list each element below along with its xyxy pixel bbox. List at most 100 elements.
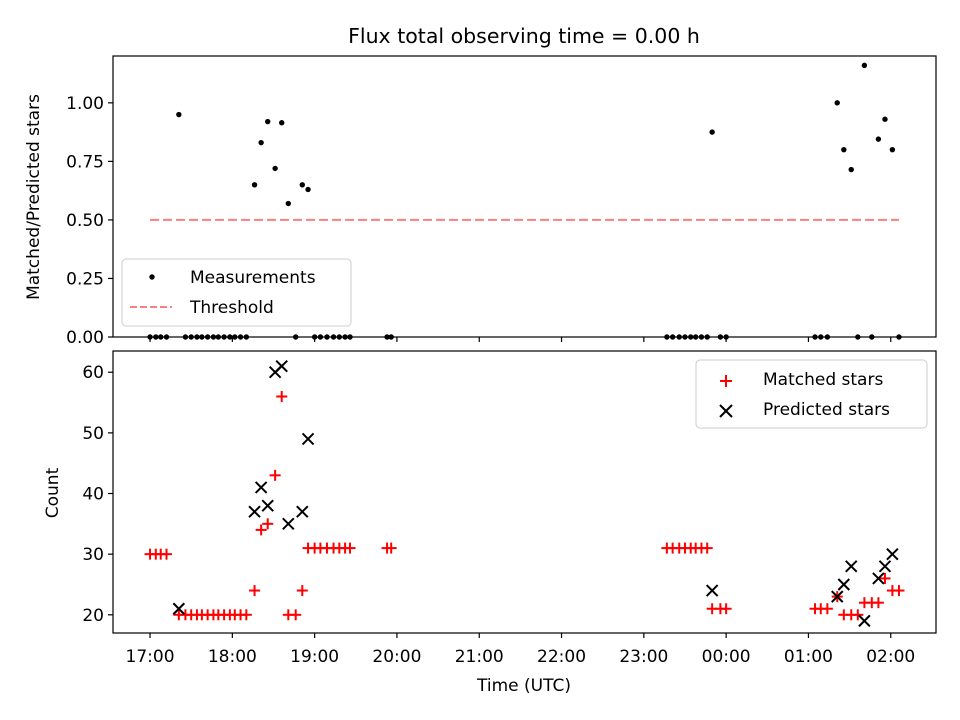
measurement-point (875, 136, 882, 142)
matched-star-point (290, 609, 302, 621)
measurement-point (824, 334, 831, 340)
predicted-star-point (282, 517, 295, 531)
measurement-point (311, 334, 318, 340)
matched-star-point (344, 542, 356, 554)
measurement-point (336, 334, 343, 340)
matched-star-point (255, 524, 267, 536)
measurement-point (204, 334, 211, 340)
count-xtick-label: 20:00 (372, 647, 421, 667)
measurements-series (147, 62, 902, 340)
measurement-point (163, 334, 170, 340)
matched-star-point (276, 390, 288, 402)
measurement-point (147, 334, 153, 340)
count-panel-x-axis: 17:00 18:00 19:00 20:00 21:00 22:00 23:00 00:00… (126, 633, 915, 667)
measurement-point (215, 334, 222, 340)
count-xtick-label: 19:00 (290, 647, 339, 667)
matched-star-point (240, 609, 252, 621)
measurement-point (669, 334, 676, 340)
ratio-panel-legend: Measurements Threshold (121, 258, 352, 327)
measurement-point (199, 334, 205, 340)
measurement-point (210, 334, 217, 340)
matched-star-point (852, 609, 864, 621)
measurement-point (232, 334, 238, 340)
measurement-point (243, 334, 250, 340)
predicted-star-point (886, 547, 899, 561)
count-xtick-label: 17:00 (126, 647, 175, 667)
count-panel-legend: Matched stars Predicted stars (695, 359, 928, 429)
predicted-star-point (705, 584, 719, 597)
count-xtick-label: 18:00 (208, 647, 257, 667)
predicted-star-point (872, 572, 885, 585)
measurement-point (188, 334, 194, 340)
matched-star-point (821, 603, 833, 615)
ratio-panel-y-axis: 0.00 0.25 0.50 0.75 1.00 (66, 94, 113, 348)
measurement-point (676, 334, 682, 340)
chart-title: Flux total observing time = 0.00 h (348, 24, 700, 48)
count-xtick-label: 00:00 (702, 647, 751, 667)
legend-matched-marker (720, 375, 732, 387)
count-panel-y-axis: 20 30 40 50 60 (82, 363, 113, 626)
ratio-panel: 0.00 0.25 0.50 0.75 1.00 Matched/Predicted s… (24, 55, 937, 348)
matched-star-point (701, 542, 713, 554)
ratio-ytick-label: 0.00 (66, 328, 104, 348)
predicted-star-point (172, 602, 186, 615)
legend-predicted-label: Predicted stars (763, 400, 890, 420)
measurement-point (834, 100, 840, 106)
measurement-point (841, 146, 847, 153)
measurement-point (723, 334, 729, 340)
predicted-star-point (845, 560, 858, 573)
measurement-point (305, 186, 311, 193)
measurement-point (237, 334, 244, 340)
legend-measurements-marker (149, 274, 155, 280)
count-ytick-label: 40 (82, 485, 104, 505)
measurement-point (272, 165, 278, 172)
predicted-star-point (261, 499, 274, 512)
measurement-point (384, 334, 390, 340)
measurement-point (176, 111, 182, 118)
measurement-point (717, 334, 724, 340)
ratio-ytick-label: 0.75 (66, 152, 104, 172)
measurement-point (258, 139, 264, 146)
count-ytick-label: 30 (82, 545, 104, 565)
measurement-point (347, 334, 353, 340)
predicted-star-point (248, 505, 261, 518)
predicted-star-point (878, 560, 892, 573)
count-ytick-label: 50 (82, 424, 104, 444)
measurement-point (861, 62, 868, 69)
count-panel-frame (112, 350, 937, 634)
ratio-panel-frame (112, 55, 937, 338)
predicted-star-point (275, 359, 288, 373)
measurement-point (317, 334, 324, 340)
legend-predicted-marker (719, 404, 733, 418)
measurement-point (889, 146, 896, 153)
matched-star-point (720, 603, 732, 615)
ratio-legend-box (121, 258, 352, 327)
count-legend-box (695, 359, 928, 429)
count-ytick-label: 20 (82, 606, 104, 626)
measurement-point (227, 334, 233, 340)
count-xtick-label: 02:00 (866, 647, 915, 667)
predicted-star-point (831, 590, 844, 603)
matched-star-point (893, 585, 905, 597)
measurement-point (682, 334, 688, 340)
measurement-point (293, 334, 299, 340)
predicted-star-point (296, 505, 309, 518)
measurement-point (251, 182, 258, 188)
measurement-point (818, 334, 824, 340)
measurement-point (896, 334, 902, 340)
measurement-point (709, 129, 715, 135)
matched-star-point (269, 469, 281, 481)
measurement-point (812, 334, 818, 340)
predicted-star-point (301, 432, 315, 446)
predicted-star-point (858, 614, 871, 628)
predicted-star-point (837, 578, 851, 591)
matched-star-point (160, 548, 172, 560)
measurement-point (194, 334, 200, 340)
measurement-point (848, 166, 854, 173)
measurement-point (330, 334, 337, 340)
ratio-ytick-label: 1.00 (66, 94, 104, 114)
measurement-point (855, 334, 861, 340)
matched-star-point (385, 542, 397, 554)
ratio-ytick-label: 0.25 (66, 269, 104, 289)
